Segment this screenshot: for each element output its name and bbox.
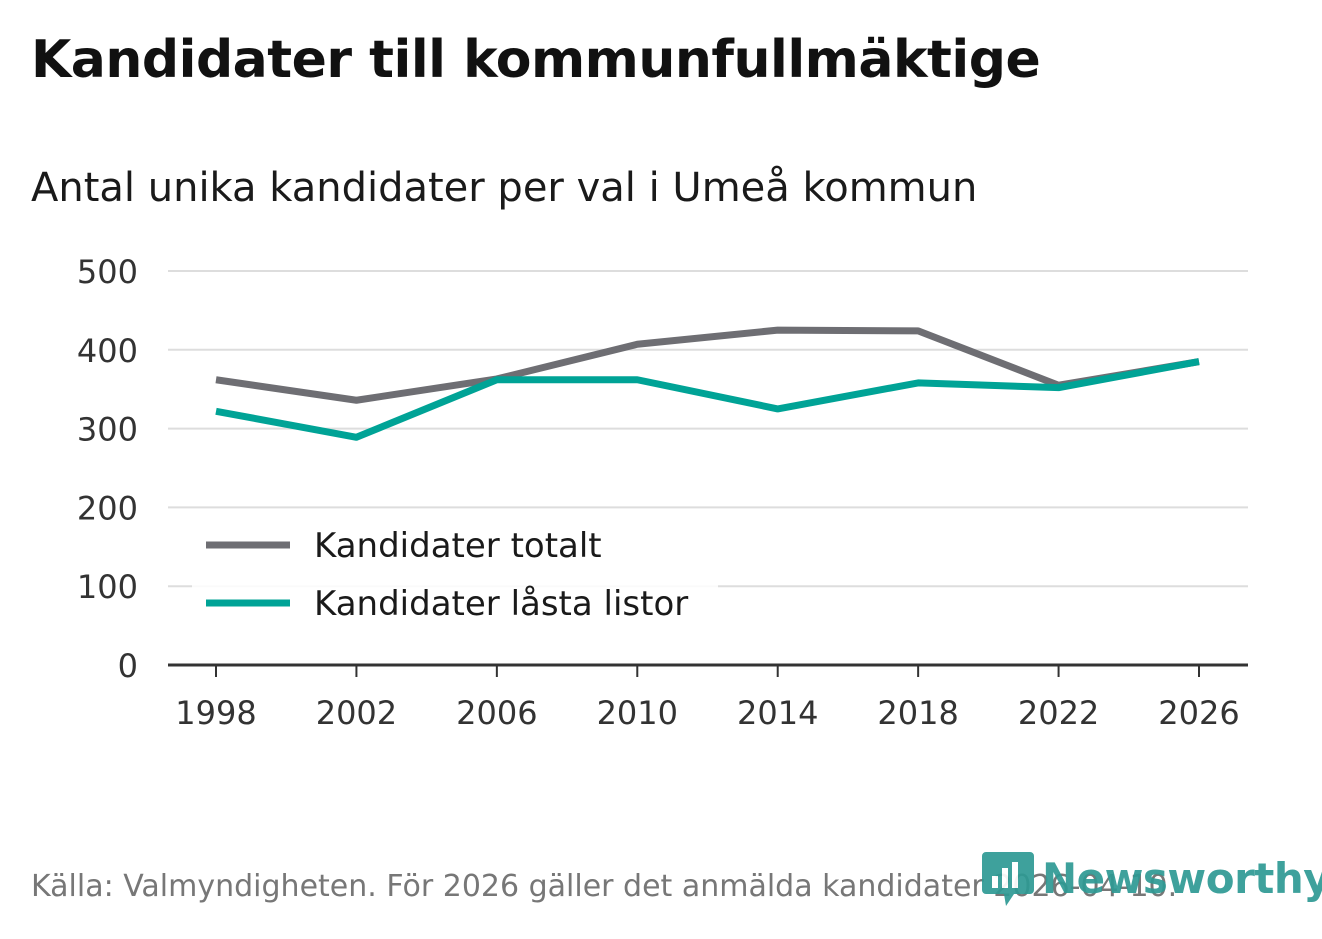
chart-subtitle: Antal unika kandidater per val i Umeå ko… (31, 165, 978, 211)
x-tick-label-2026: 2026 (1158, 694, 1239, 732)
x-tick-label-2014: 2014 (737, 694, 818, 732)
x-tick-label-2006: 2006 (456, 694, 537, 732)
x-tick-label-2010: 2010 (597, 694, 678, 732)
legend-label-1: Kandidater låsta listor (314, 584, 688, 624)
y-tick-label-100: 100 (77, 568, 138, 606)
y-tick-label-400: 400 (77, 332, 138, 370)
newsworthy-logo[interactable]: Newsworthy (980, 848, 1322, 908)
newsworthy-logo-icon (982, 852, 1034, 906)
x-tick-label-1998: 1998 (175, 694, 256, 732)
series-line-kandidater-lasta-listor (215, 358, 1200, 441)
series-line-kandidater-totalt (215, 326, 1200, 404)
x-tick-label-2002: 2002 (316, 694, 397, 732)
y-tick-label-0: 0 (118, 647, 138, 685)
x-tick-label-2022: 2022 (1018, 694, 1099, 732)
y-tick-label-300: 300 (77, 411, 138, 449)
x-tick-label-2018: 2018 (877, 694, 958, 732)
newsworthy-logo-text: Newsworthy (1042, 853, 1322, 903)
y-tick-label-200: 200 (77, 489, 138, 527)
y-tick-label-500: 500 (77, 253, 138, 291)
legend-background (192, 512, 718, 636)
chart-title: Kandidater till kommunfullmäktige (31, 30, 1041, 90)
legend-label-0: Kandidater totalt (314, 526, 602, 566)
